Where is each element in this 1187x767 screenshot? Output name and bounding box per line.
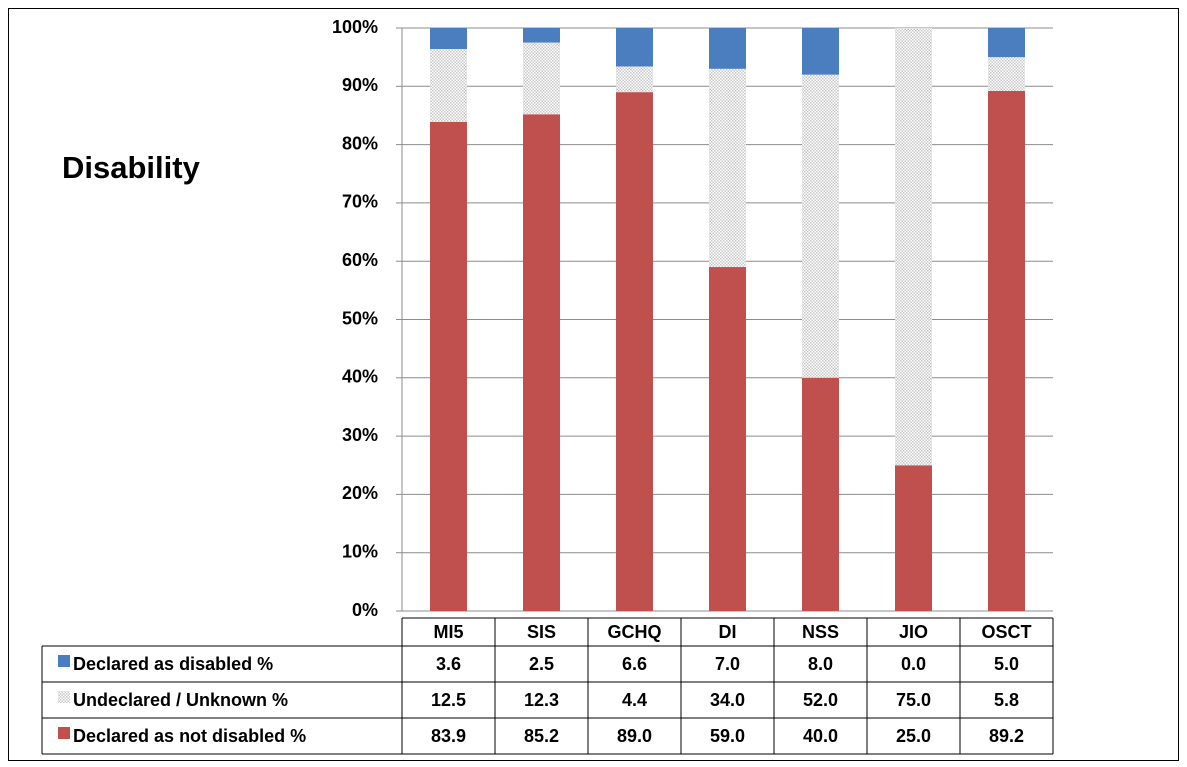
table-value: 4.4 <box>622 690 647 710</box>
x-tick-label: SIS <box>527 622 556 642</box>
table-value: 83.9 <box>431 726 466 746</box>
bar-segment <box>523 28 560 43</box>
bar-segment <box>988 28 1025 58</box>
bar-segment <box>895 28 932 466</box>
bar-segment <box>430 28 467 49</box>
y-tick-label: 60% <box>342 250 378 270</box>
table-value: 3.6 <box>436 654 461 674</box>
legend-label: Declared as disabled % <box>73 654 273 674</box>
bar-segment <box>709 267 746 611</box>
bar-segment <box>523 114 560 611</box>
bar-segment <box>523 42 560 115</box>
y-tick-label: 70% <box>342 192 378 212</box>
x-tick-label: DI <box>719 622 737 642</box>
legend-key <box>58 691 70 703</box>
table-value: 52.0 <box>803 690 838 710</box>
y-tick-label: 100% <box>332 17 378 37</box>
x-tick-label: OSCT <box>981 622 1031 642</box>
legend-key <box>58 727 70 739</box>
table-value: 5.8 <box>994 690 1019 710</box>
y-tick-label: 30% <box>342 425 378 445</box>
bar-segment <box>988 90 1025 612</box>
table-value: 89.2 <box>989 726 1024 746</box>
x-tick-label: NSS <box>802 622 839 642</box>
bar-segment <box>616 28 653 67</box>
y-tick-label: 20% <box>342 483 378 503</box>
legend-key <box>58 655 70 667</box>
bar-segment <box>709 68 746 268</box>
table-value: 5.0 <box>994 654 1019 674</box>
x-tick-label: GCHQ <box>608 622 662 642</box>
y-tick-label: 10% <box>342 541 378 561</box>
bar-segment <box>802 28 839 75</box>
chart-title: Disability <box>62 150 201 185</box>
y-tick-label: 40% <box>342 367 378 387</box>
bar-segment <box>430 48 467 122</box>
bar-segment <box>988 57 1025 91</box>
bar-segment <box>616 92 653 611</box>
legend-label: Undeclared / Unknown % <box>73 690 288 710</box>
bar-segment <box>802 377 839 611</box>
table-value: 8.0 <box>808 654 833 674</box>
table-value: 6.6 <box>622 654 647 674</box>
table-value: 12.3 <box>524 690 559 710</box>
bar-segment <box>430 121 467 611</box>
bar-segment <box>616 66 653 93</box>
table-value: 75.0 <box>896 690 931 710</box>
table-value: 89.0 <box>617 726 652 746</box>
x-tick-label: JIO <box>899 622 928 642</box>
table-value: 59.0 <box>710 726 745 746</box>
table-value: 34.0 <box>710 690 745 710</box>
y-tick-label: 0% <box>352 600 378 620</box>
table-value: 12.5 <box>431 690 466 710</box>
y-tick-label: 80% <box>342 133 378 153</box>
table-value: 0.0 <box>901 654 926 674</box>
bar-segment <box>895 465 932 611</box>
table-value: 2.5 <box>529 654 554 674</box>
table-value: 85.2 <box>524 726 559 746</box>
bar-segment <box>709 28 746 69</box>
table-value: 7.0 <box>715 654 740 674</box>
bar-segment <box>802 74 839 378</box>
table-value: 25.0 <box>896 726 931 746</box>
y-tick-label: 50% <box>342 308 378 328</box>
frame <box>8 8 1179 761</box>
table-value: 40.0 <box>803 726 838 746</box>
legend-label: Declared as not disabled % <box>73 726 306 746</box>
x-tick-label: MI5 <box>433 622 463 642</box>
y-tick-label: 90% <box>342 75 378 95</box>
